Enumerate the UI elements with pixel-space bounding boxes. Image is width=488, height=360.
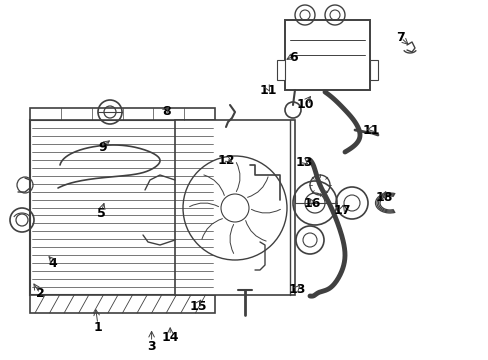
Bar <box>175 120 294 295</box>
Text: 1: 1 <box>93 321 102 334</box>
Bar <box>369 60 377 80</box>
Bar <box>285 20 369 90</box>
Text: 7: 7 <box>396 31 405 44</box>
Text: 3: 3 <box>147 340 156 353</box>
Text: 16: 16 <box>303 197 320 210</box>
Bar <box>276 60 285 80</box>
Bar <box>30 295 215 313</box>
Text: 8: 8 <box>162 105 170 118</box>
Text: 2: 2 <box>36 287 44 300</box>
Text: 10: 10 <box>296 98 314 111</box>
Text: 14: 14 <box>161 331 179 344</box>
Text: 13: 13 <box>295 156 312 169</box>
Text: 5: 5 <box>97 207 106 220</box>
Text: 11: 11 <box>362 124 380 137</box>
Text: 13: 13 <box>288 283 305 296</box>
Text: 12: 12 <box>217 154 234 167</box>
Text: 15: 15 <box>189 300 206 313</box>
Text: 18: 18 <box>374 191 392 204</box>
Text: 17: 17 <box>333 204 350 217</box>
Text: 11: 11 <box>259 84 276 96</box>
Text: 9: 9 <box>98 141 107 154</box>
Text: 4: 4 <box>48 257 57 270</box>
Bar <box>30 120 215 295</box>
Text: 6: 6 <box>288 51 297 64</box>
Bar <box>30 108 215 120</box>
